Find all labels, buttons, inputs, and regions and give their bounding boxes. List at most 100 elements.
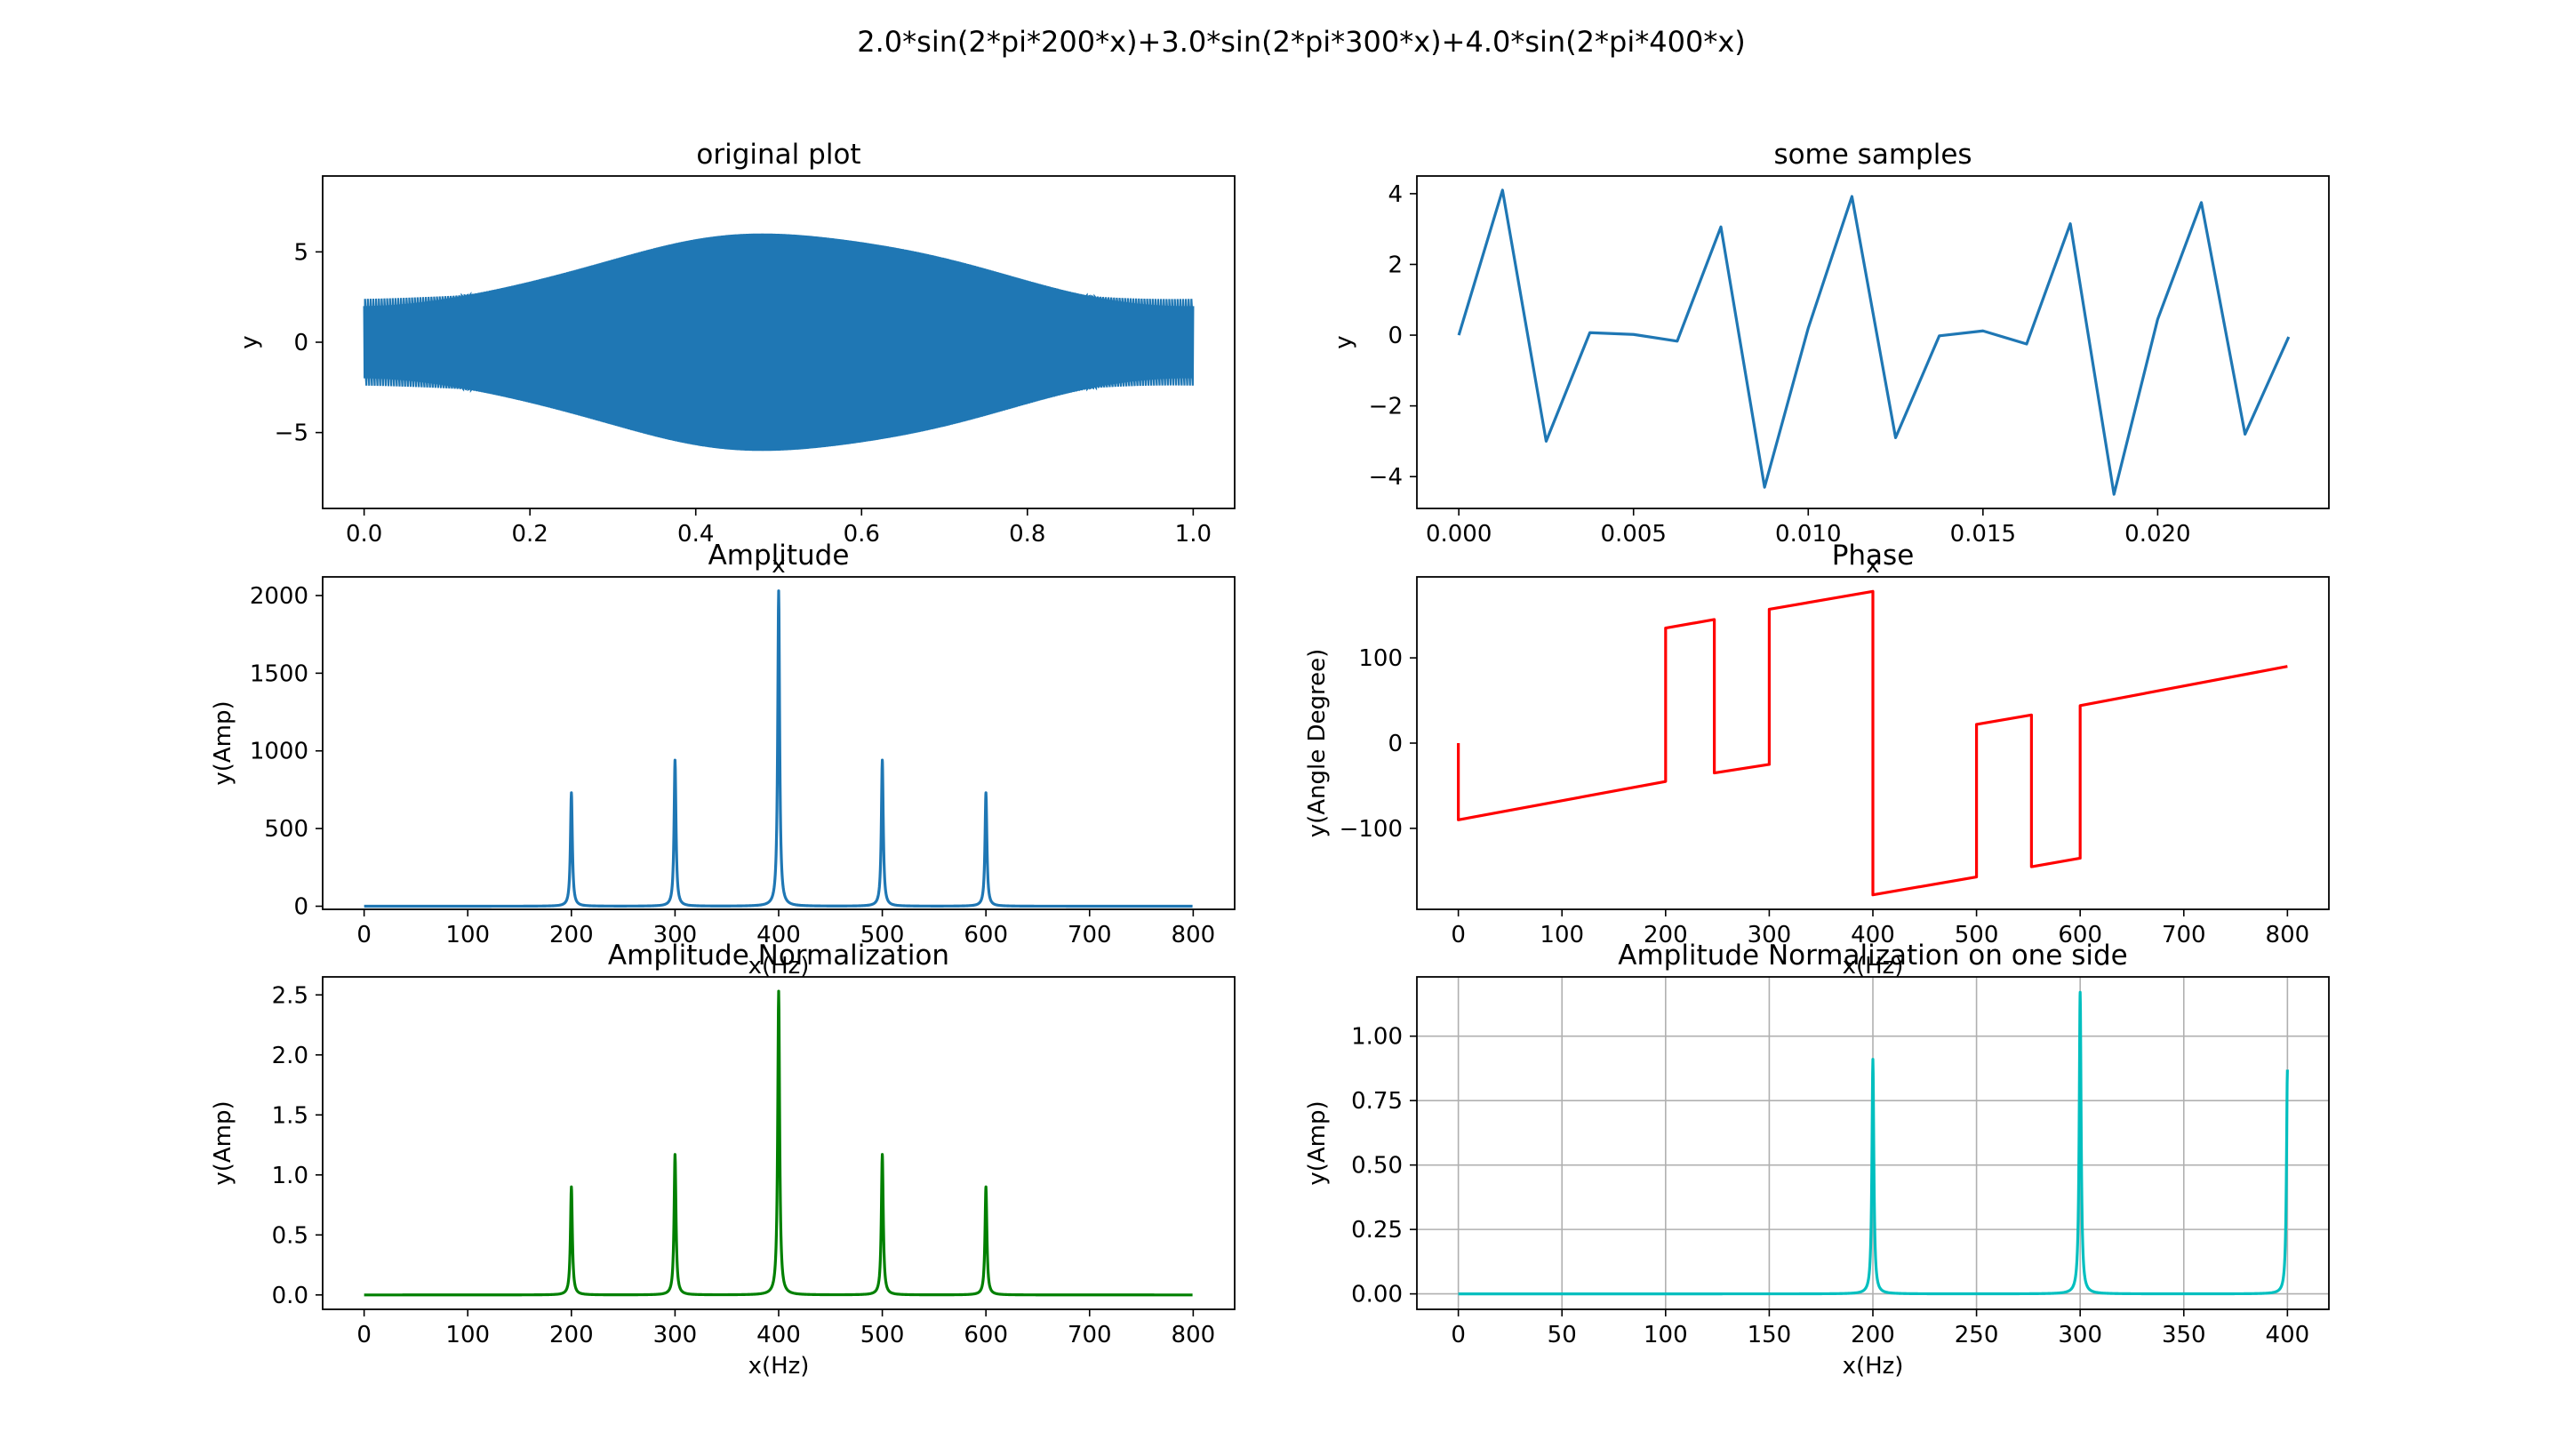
x-tick-label: 300 [2058, 1322, 2102, 1348]
x-tick-label: 300 [1748, 922, 1792, 948]
x-tick-label: 700 [1068, 1322, 1112, 1348]
x-tick-label: 200 [1851, 1322, 1895, 1348]
y-axis-label: y(Amp) [210, 700, 236, 785]
x-tick-label: 700 [1068, 922, 1112, 948]
y-tick-label: 0.0 [272, 1283, 308, 1309]
x-tick-label: 800 [2266, 922, 2310, 948]
x-tick-label: 400 [756, 1322, 801, 1348]
x-tick-label: 600 [964, 1322, 1008, 1348]
x-tick-label: 700 [2162, 922, 2206, 948]
axes-frame [1416, 175, 2330, 509]
plot-area [1457, 188, 2291, 496]
x-tick-label: 800 [1172, 922, 1216, 948]
series-line [363, 589, 1194, 908]
x-tick-label: 0 [356, 1322, 372, 1348]
x-tick-label: 0.4 [677, 521, 714, 548]
y-tick-label: 2 [1388, 252, 1403, 278]
y-tick-label: 0.50 [1351, 1153, 1403, 1180]
y-tick-label: 1500 [250, 660, 308, 687]
x-tick-label: 0 [1451, 922, 1466, 948]
y-tick-label: −4 [1369, 464, 1403, 491]
y-tick-label: 0 [1388, 323, 1403, 349]
x-tick-label: 500 [860, 1322, 905, 1348]
x-axis-label: x [1866, 552, 1879, 579]
axes-title: Amplitude [708, 540, 850, 572]
x-tick-label: 600 [964, 922, 1008, 948]
y-tick-label: 0 [293, 894, 308, 921]
y-tick-label: 5 [293, 239, 308, 266]
x-tick-label: 0.000 [1426, 521, 1492, 548]
x-tick-label: 400 [1851, 922, 1895, 948]
axes-title: Amplitude Normalization on one side [1618, 940, 2128, 972]
x-tick-label: 100 [1540, 922, 1584, 948]
x-axis-label: x(Hz) [748, 1353, 810, 1380]
y-tick-label: 1.0 [272, 1163, 308, 1189]
y-axis-label: y(Amp) [210, 1100, 236, 1185]
y-tick-label: −5 [275, 420, 308, 447]
axes-title: Amplitude Normalization [608, 940, 949, 972]
plot-area [363, 233, 1195, 452]
y-tick-label: 0.25 [1351, 1217, 1403, 1244]
x-tick-label: 100 [445, 922, 490, 948]
x-tick-label: 0.015 [1950, 521, 2016, 548]
x-tick-label: 0.2 [512, 521, 548, 548]
y-tick-label: 500 [264, 816, 308, 843]
y-tick-label: 2000 [250, 583, 308, 610]
y-tick-label: 4 [1388, 181, 1403, 208]
x-axis-label: x(Hz) [1843, 953, 1904, 980]
chart-samples: 0.000 0.005 0.010 0.015 0.020 −4 −2 0 2 4 some sam… [1331, 139, 2330, 579]
y-axis-label: y(Amp) [1304, 1100, 1331, 1185]
chart-amp_norm_one_side: 0 50 100 150 200 250 300 350 400 0.00 0.25 0.50 0.75… [1304, 940, 2330, 1380]
y-tick-label: 0.5 [272, 1222, 308, 1249]
plot-area [363, 589, 1194, 908]
series-line [1457, 188, 2291, 496]
x-axis-label: x [772, 552, 785, 579]
x-tick-label: 200 [1644, 922, 1688, 948]
axes-title: some samples [1773, 139, 1972, 171]
x-tick-label: 350 [2162, 1322, 2206, 1348]
x-tick-label: 300 [653, 922, 698, 948]
x-tick-label: 400 [2266, 1322, 2310, 1348]
y-tick-label: 0 [1388, 731, 1403, 757]
x-tick-label: 0.010 [1775, 521, 1841, 548]
x-tick-label: 150 [1748, 1322, 1792, 1348]
chart-phase: 0 100 200 300 400 500 600 700 800 −100 0 100 Phase x(… [1304, 540, 2330, 980]
series-line [363, 233, 1195, 452]
series-line [1457, 990, 2289, 1296]
x-tick-label: 400 [756, 922, 801, 948]
x-axis-label: x(Hz) [748, 953, 810, 980]
y-tick-label: −100 [1340, 816, 1403, 843]
axes-title: Phase [1832, 540, 1915, 572]
x-tick-label: 0 [356, 922, 372, 948]
x-tick-label: 1.0 [1175, 521, 1212, 548]
x-tick-label: 500 [1955, 922, 1999, 948]
plot-area [1457, 990, 2289, 1296]
x-tick-label: 0.8 [1009, 521, 1045, 548]
x-tick-label: 0.0 [346, 521, 382, 548]
chart-original: 0.0 0.2 0.4 0.6 0.8 1.0 −5 0 5 original plot x y [236, 139, 1236, 579]
y-tick-label: 100 [1358, 645, 1403, 672]
figure-suptitle: 2.0*sin(2*pi*200*x)+3.0*sin(2*pi*300*x)+… [857, 25, 1745, 59]
x-tick-label: 250 [1955, 1322, 1999, 1348]
y-tick-label: 1000 [250, 739, 308, 765]
series-line [1457, 589, 2288, 897]
x-tick-label: 0 [1451, 1322, 1466, 1348]
x-tick-label: 0.020 [2124, 521, 2190, 548]
y-axis-label: y [1331, 335, 1357, 348]
chart-amp_norm: 0 100 200 300 400 500 600 700 800 0.0 0.5 1.0 1.5 2.0… [210, 940, 1236, 1380]
x-axis-label: x(Hz) [1843, 1353, 1904, 1380]
x-tick-label: 200 [549, 922, 594, 948]
x-tick-label: 100 [445, 1322, 490, 1348]
x-tick-label: 800 [1172, 1322, 1216, 1348]
plot-area [1457, 589, 2288, 897]
y-tick-label: 0.00 [1351, 1282, 1403, 1308]
x-tick-label: 600 [2058, 922, 2102, 948]
y-tick-label: −2 [1369, 394, 1403, 420]
x-tick-label: 50 [1548, 1322, 1577, 1348]
plot-area [363, 989, 1194, 1297]
x-tick-label: 200 [549, 1322, 594, 1348]
x-tick-label: 500 [860, 922, 905, 948]
y-tick-label: 0.75 [1351, 1088, 1403, 1115]
x-tick-label: 300 [653, 1322, 698, 1348]
